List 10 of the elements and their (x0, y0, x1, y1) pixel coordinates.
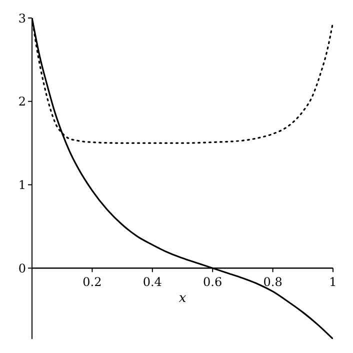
y-tick-label: 2 (18, 94, 26, 109)
y-tick-label: 0 (18, 261, 26, 276)
x-tick-label: 1 (329, 275, 337, 290)
y-tick-label: 1 (18, 178, 26, 192)
x-tick-label: 0.4 (142, 275, 162, 290)
x-tick-label: 0.8 (263, 275, 282, 290)
x-tick-label: 0.2 (82, 275, 102, 290)
y-tick-label: 3 (18, 11, 26, 26)
x-tick-label: 0.6 (203, 275, 222, 290)
x-axis-title: x (178, 291, 187, 306)
